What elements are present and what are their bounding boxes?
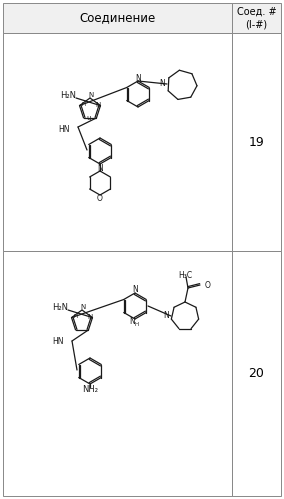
Bar	[232, 251, 281, 496]
Text: Соединение: Соединение	[79, 11, 156, 24]
Text: N: N	[135, 73, 141, 82]
Text: H: H	[82, 102, 85, 107]
Text: NH₂: NH₂	[82, 385, 98, 394]
Text: H: H	[135, 321, 139, 326]
Text: N: N	[96, 102, 101, 108]
Text: N: N	[88, 92, 94, 98]
Text: H₃C: H₃C	[178, 270, 192, 279]
Bar	[232, 3, 281, 33]
Text: O: O	[97, 194, 103, 203]
Text: H₂N: H₂N	[60, 90, 76, 99]
Text: H: H	[74, 314, 78, 319]
Text: N: N	[129, 317, 135, 326]
Bar	[3, 33, 232, 251]
Text: N: N	[159, 78, 165, 87]
Text: N: N	[97, 164, 103, 173]
Text: HN: HN	[59, 124, 70, 134]
Bar	[3, 251, 232, 496]
Text: Соед. #
(I-#): Соед. # (I-#)	[237, 7, 276, 29]
Text: N: N	[88, 313, 93, 319]
Text: N: N	[80, 304, 85, 310]
Text: 20: 20	[248, 367, 264, 380]
Text: u: u	[86, 115, 91, 121]
Text: N: N	[163, 310, 169, 319]
Text: H₂N: H₂N	[52, 302, 68, 311]
Text: 19: 19	[248, 136, 264, 149]
Text: N: N	[132, 285, 138, 294]
Bar	[232, 33, 281, 251]
Bar	[3, 3, 232, 33]
Text: HN: HN	[53, 336, 64, 345]
Text: O: O	[205, 280, 211, 289]
